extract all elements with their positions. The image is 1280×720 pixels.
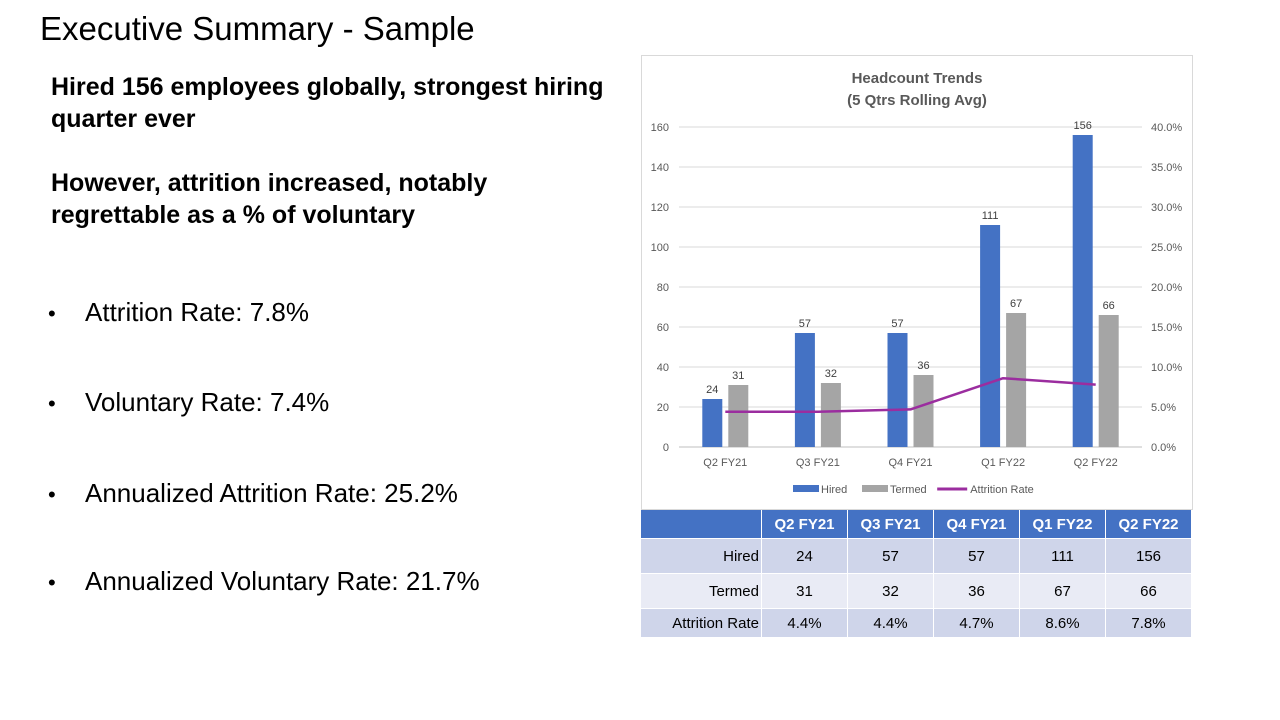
headline-hiring: Hired 156 employees globally, strongest …: [51, 73, 604, 133]
bullet-annualized-voluntary: • Annualized Voluntary Rate: 21.7%: [48, 566, 480, 597]
bullet-annualized-attrition: • Annualized Attrition Rate: 25.2%: [48, 478, 458, 509]
y-right-tick-label: 30.0%: [1151, 202, 1182, 214]
bullet-text: Voluntary Rate: 7.4%: [85, 387, 330, 417]
table-cell: 57: [847, 538, 934, 574]
data-label: 57: [891, 318, 903, 330]
bullet-text: Attrition Rate: 7.8%: [85, 297, 309, 327]
bullet-voluntary-rate: • Voluntary Rate: 7.4%: [48, 387, 329, 418]
y-right-tick-label: 0.0%: [1151, 442, 1176, 454]
y-left-tick-label: 140: [651, 162, 669, 174]
data-label: 32: [825, 368, 837, 380]
bar-hired: [702, 399, 723, 447]
table-cell: 7.8%: [1105, 608, 1192, 638]
bar-termed: [913, 375, 934, 447]
bullet-attrition-rate: • Attrition Rate: 7.8%: [48, 297, 309, 328]
legend-swatch-hired: [793, 485, 819, 492]
table-row: Attrition Rate 4.4% 4.4% 4.7% 8.6% 7.8%: [641, 608, 1192, 638]
table-cell: 66: [1105, 573, 1192, 609]
data-label: 156: [1074, 120, 1092, 132]
y-right-tick-label: 25.0%: [1151, 242, 1182, 254]
bullet-text: Annualized Attrition Rate: 25.2%: [85, 478, 458, 508]
table-cell: 24: [761, 538, 848, 574]
table-row: Hired 24 57 57 111 156: [641, 538, 1192, 574]
table-cell: 156: [1105, 538, 1192, 574]
data-label: 24: [706, 384, 718, 396]
table-header-cell: Q1 FY22: [1019, 510, 1106, 539]
data-label: 31: [732, 370, 744, 382]
line-attrition-rate: [725, 376, 1096, 414]
data-label: 111: [982, 210, 999, 222]
data-label: 66: [1103, 300, 1115, 312]
table-row: Termed 31 32 36 67 66: [641, 573, 1192, 609]
table-header-blank: [641, 510, 762, 539]
bar-hired: [1072, 135, 1093, 447]
table-row-label: Termed: [641, 573, 762, 609]
y-left-tick-label: 80: [657, 282, 669, 294]
bullet-dot: •: [48, 482, 56, 507]
legend-label: Attrition Rate: [970, 484, 1034, 496]
table-header-cell: Q2 FY21: [761, 510, 848, 539]
legend-label: Termed: [890, 484, 927, 496]
bar-hired: [980, 225, 1001, 447]
table-cell: 4.4%: [847, 608, 934, 638]
y-left-tick-label: 60: [657, 322, 669, 334]
chart-subtitle: (5 Qtrs Rolling Avg): [847, 92, 987, 109]
y-right-tick-label: 40.0%: [1151, 122, 1182, 134]
bar-hired: [794, 333, 815, 447]
data-label: 57: [799, 318, 811, 330]
y-right-tick-label: 15.0%: [1151, 322, 1182, 334]
table-header-cell: Q3 FY21: [847, 510, 934, 539]
bullet-text: Annualized Voluntary Rate: 21.7%: [85, 566, 480, 596]
y-right-tick-label: 35.0%: [1151, 162, 1182, 174]
table-cell: 4.7%: [933, 608, 1020, 638]
y-left-tick-label: 20: [657, 402, 669, 414]
table-header-cell: Q2 FY22: [1105, 510, 1192, 539]
table-row-label: Hired: [641, 538, 762, 574]
legend-swatch-termed: [862, 485, 888, 492]
table-cell: 31: [761, 573, 848, 609]
table-cell: 8.6%: [1019, 608, 1106, 638]
bar-termed: [820, 383, 841, 447]
data-label: 36: [917, 360, 929, 372]
bar-termed: [1098, 315, 1119, 447]
x-tick-label: Q1 FY22: [981, 457, 1025, 469]
headcount-chart: Headcount Trends (5 Qtrs Rolling Avg) 0 20 4…: [641, 55, 1193, 510]
y-left-tick-label: 40: [657, 362, 669, 374]
table-header-row: Q2 FY21 Q3 FY21 Q4 FY21 Q1 FY22 Q2 FY22: [641, 510, 1192, 539]
y-right-tick-label: 10.0%: [1151, 362, 1182, 374]
page-title: Executive Summary - Sample: [40, 10, 475, 47]
legend-label: Hired: [821, 484, 847, 496]
y-left-tick-label: 120: [651, 202, 669, 214]
y-right-tick-label: 5.0%: [1151, 402, 1176, 414]
y-left-tick-label: 160: [651, 122, 669, 134]
table-cell: 36: [933, 573, 1020, 609]
x-tick-label: Q2 FY22: [1074, 457, 1118, 469]
table-row-label: Attrition Rate: [641, 608, 762, 638]
headline-attrition: However, attrition increased, notably re…: [51, 169, 488, 229]
table-header-cell: Q4 FY21: [933, 510, 1020, 539]
x-tick-label: Q4 FY21: [888, 457, 932, 469]
bullet-dot: •: [48, 391, 56, 416]
table-cell: 57: [933, 538, 1020, 574]
y-left-tick-label: 0: [663, 442, 669, 454]
headcount-table: Q2 FY21 Q3 FY21 Q4 FY21 Q1 FY22 Q2 FY22 …: [641, 510, 1192, 638]
table-cell: 4.4%: [761, 608, 848, 638]
data-label: 67: [1010, 298, 1022, 310]
headcount-chart-svg: Headcount Trends (5 Qtrs Rolling Avg) 0 20 4…: [651, 70, 1183, 496]
table-cell: 32: [847, 573, 934, 609]
y-right-tick-label: 20.0%: [1151, 282, 1182, 294]
bar-termed: [728, 385, 749, 447]
bar-hired: [887, 333, 908, 447]
chart-title: Headcount Trends: [852, 70, 983, 87]
y-left-tick-label: 100: [651, 242, 669, 254]
x-tick-label: Q2 FY21: [703, 457, 747, 469]
x-tick-label: Q3 FY21: [796, 457, 840, 469]
bullet-dot: •: [48, 301, 56, 326]
table-cell: 111: [1019, 538, 1106, 574]
table-cell: 67: [1019, 573, 1106, 609]
bullet-dot: •: [48, 570, 56, 595]
